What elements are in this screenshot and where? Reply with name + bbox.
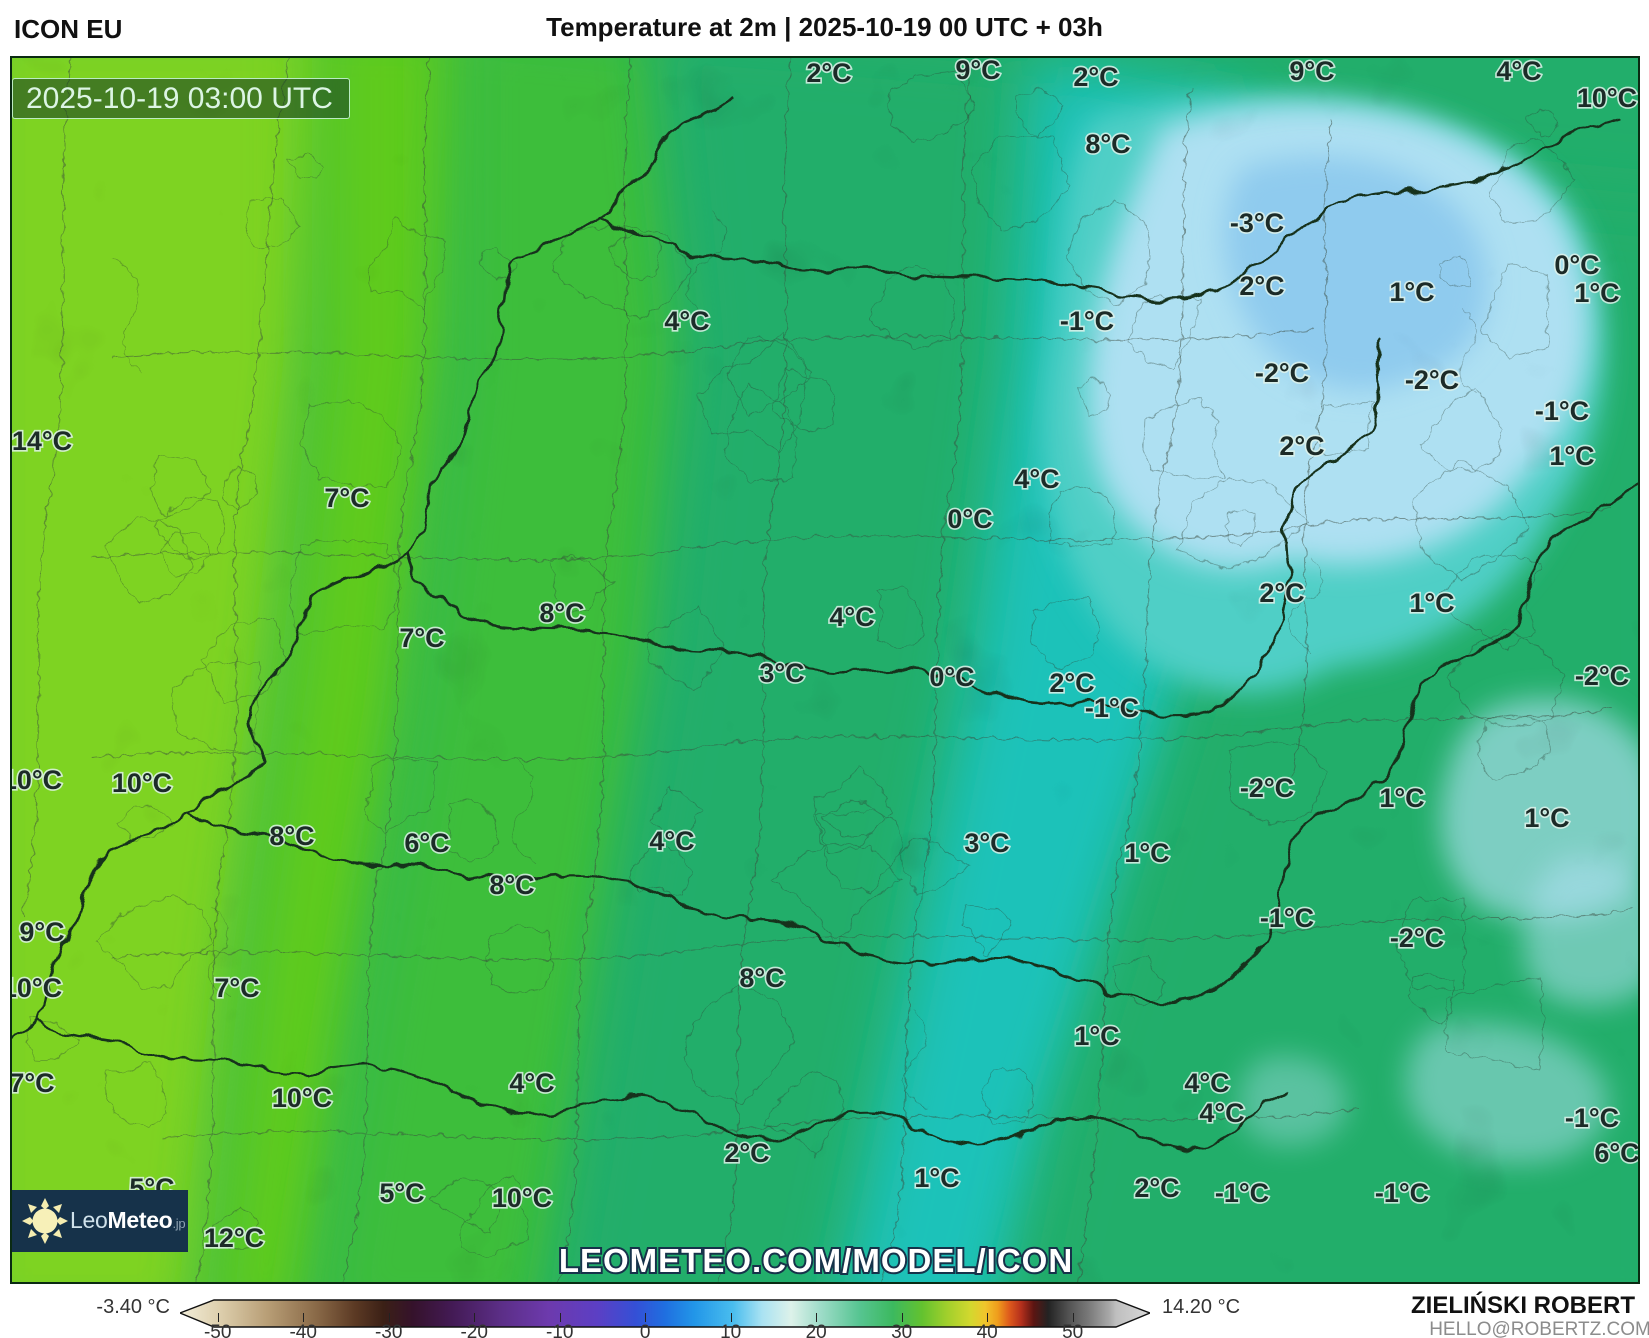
svg-text:4°C: 4°C <box>649 826 694 856</box>
svg-text:7°C: 7°C <box>324 483 369 513</box>
svg-text:5°C: 5°C <box>379 1178 424 1208</box>
svg-text:8°C: 8°C <box>489 870 534 900</box>
svg-text:0°C: 0°C <box>929 662 974 692</box>
svg-text:2°C: 2°C <box>724 1138 769 1168</box>
svg-text:1°C: 1°C <box>1074 1021 1119 1051</box>
svg-text:7°C: 7°C <box>12 1068 55 1098</box>
svg-text:12°C: 12°C <box>204 1223 264 1253</box>
svg-text:2°C: 2°C <box>1134 1173 1179 1203</box>
svg-text:1°C: 1°C <box>914 1163 959 1193</box>
svg-text:-1°C: -1°C <box>1565 1103 1619 1133</box>
svg-text:10°C: 10°C <box>112 768 172 798</box>
svg-text:10°C: 10°C <box>1577 83 1637 113</box>
svg-text:0°C: 0°C <box>947 504 992 534</box>
svg-text:-1°C: -1°C <box>1060 306 1114 336</box>
svg-text:10°C: 10°C <box>272 1083 332 1113</box>
svg-text:1°C: 1°C <box>1389 277 1434 307</box>
svg-text:14°C: 14°C <box>12 426 72 456</box>
svg-text:-2°C: -2°C <box>1575 661 1629 691</box>
svg-text:3°C: 3°C <box>759 658 804 688</box>
svg-text:-1°C: -1°C <box>1260 903 1314 933</box>
svg-text:-1°C: -1°C <box>1535 396 1589 426</box>
svg-text:6°C: 6°C <box>1594 1138 1639 1168</box>
svg-text:4°C: 4°C <box>1014 464 1059 494</box>
svg-text:8°C: 8°C <box>269 821 314 851</box>
svg-text:-2°C: -2°C <box>1255 358 1309 388</box>
svg-text:4°C: 4°C <box>509 1068 554 1098</box>
svg-text:4°C: 4°C <box>1199 1098 1244 1128</box>
svg-text:0°C: 0°C <box>1554 250 1599 280</box>
svg-text:4°C: 4°C <box>1184 1068 1229 1098</box>
svg-text:-1°C: -1°C <box>1375 1178 1429 1208</box>
svg-text:10°C: 10°C <box>12 973 62 1003</box>
svg-text:-1°C: -1°C <box>1215 1178 1269 1208</box>
svg-text:2°C: 2°C <box>1239 271 1284 301</box>
svg-text:4°C: 4°C <box>1496 58 1541 86</box>
svg-text:8°C: 8°C <box>1085 129 1130 159</box>
svg-text:8°C: 8°C <box>739 963 784 993</box>
svg-text:9°C: 9°C <box>1289 58 1334 86</box>
svg-text:1°C: 1°C <box>1124 838 1169 868</box>
svg-text:2°C: 2°C <box>806 58 851 88</box>
svg-text:-3°C: -3°C <box>1230 208 1284 238</box>
svg-text:3°C: 3°C <box>964 828 1009 858</box>
svg-text:4°C: 4°C <box>829 602 874 632</box>
svg-text:6°C: 6°C <box>404 828 449 858</box>
svg-text:10°C: 10°C <box>12 765 62 795</box>
svg-text:8°C: 8°C <box>539 598 584 628</box>
svg-text:1°C: 1°C <box>1524 803 1569 833</box>
svg-text:-2°C: -2°C <box>1405 365 1459 395</box>
svg-text:2°C: 2°C <box>1279 431 1324 461</box>
svg-text:9°C: 9°C <box>19 917 64 947</box>
svg-text:2°C: 2°C <box>1259 578 1304 608</box>
svg-text:4°C: 4°C <box>664 306 709 336</box>
svg-text:1°C: 1°C <box>1379 783 1424 813</box>
svg-text:7°C: 7°C <box>399 623 444 653</box>
svg-text:1°C: 1°C <box>1549 441 1594 471</box>
svg-text:-1°C: -1°C <box>1085 693 1139 723</box>
svg-text:LEOMETEO.COM/MODEL/ICON: LEOMETEO.COM/MODEL/ICON <box>559 1242 1073 1279</box>
svg-text:10°C: 10°C <box>492 1183 552 1213</box>
svg-text:-2°C: -2°C <box>1390 923 1444 953</box>
svg-text:-2°C: -2°C <box>1240 773 1294 803</box>
svg-text:2°C: 2°C <box>1073 62 1118 92</box>
svg-text:1°C: 1°C <box>1409 588 1454 618</box>
svg-text:7°C: 7°C <box>214 973 259 1003</box>
svg-text:1°C: 1°C <box>1574 278 1619 308</box>
svg-text:9°C: 9°C <box>955 58 1000 85</box>
